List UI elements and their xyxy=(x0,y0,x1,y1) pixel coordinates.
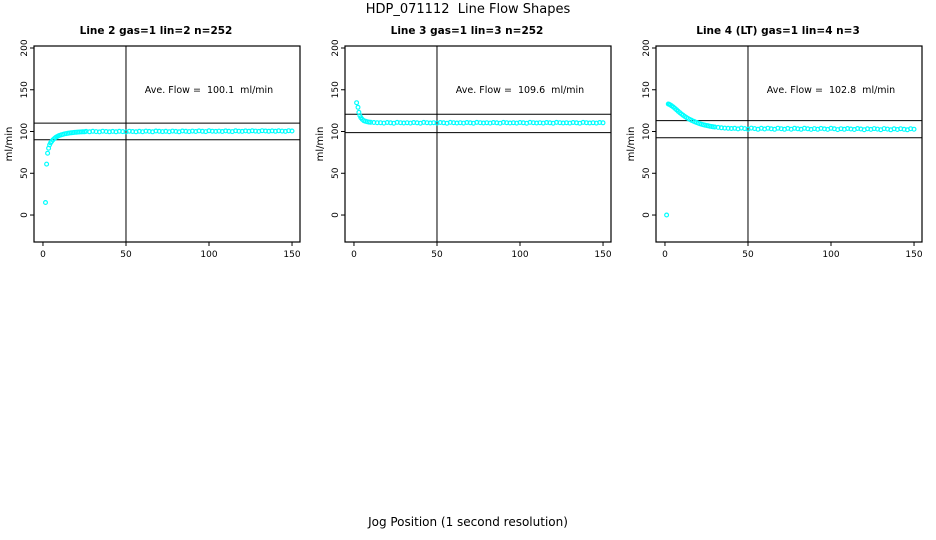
x-tick-label: 150 xyxy=(594,250,611,260)
panel-3-title: Line 4 (LT) gas=1 lin=4 n=3 xyxy=(696,25,860,37)
y-tick-label: 0 xyxy=(642,212,652,218)
y-tick-label: 200 xyxy=(331,39,341,56)
data-point xyxy=(354,100,360,106)
x-tick-label: 0 xyxy=(662,250,668,260)
y-axis-unit-label: ml/min xyxy=(4,127,15,162)
x-axis-label: Jog Position (1 second resolution) xyxy=(368,515,568,529)
panel-2-title: Line 3 gas=1 lin=3 n=252 xyxy=(390,25,544,37)
y-tick-label: 0 xyxy=(20,212,30,218)
y-tick-label: 150 xyxy=(331,81,341,98)
data-point xyxy=(355,104,361,110)
y-tick-label: 50 xyxy=(642,167,652,179)
panel-1-title: Line 2 gas=1 lin=2 n=252 xyxy=(79,25,233,37)
y-tick-label: 150 xyxy=(642,81,652,98)
x-tick-label: 0 xyxy=(351,250,357,260)
data-point xyxy=(42,200,48,206)
y-tick-label: 100 xyxy=(642,123,652,140)
panel-2-plot: 0 50 100 150 0 50 100 150 200 ml/min xyxy=(315,39,612,260)
data-point xyxy=(600,120,606,126)
y-tick-label: 100 xyxy=(331,123,341,140)
panel-1-ave-flow-annotation: Ave. Flow = 100.1 ml/min xyxy=(144,85,274,96)
panel-2-ave-flow-annotation: Ave. Flow = 109.6 ml/min xyxy=(455,85,585,96)
y-tick-label: 50 xyxy=(331,167,341,179)
y-tick-label: 50 xyxy=(20,167,30,179)
plot-box xyxy=(655,45,923,243)
data-point xyxy=(45,150,51,156)
y-axis-unit-label: ml/min xyxy=(315,127,326,162)
x-tick-label: 100 xyxy=(822,250,839,260)
x-tick-label: 50 xyxy=(431,250,443,260)
plot-box xyxy=(344,45,612,243)
x-tick-label: 100 xyxy=(511,250,528,260)
panel-1-plot: 0 50 100 150 0 50 100 150 200 ml/min xyxy=(4,39,301,260)
y-tick-label: 0 xyxy=(331,212,341,218)
figure-title: HDP_071112 Line Flow Shapes xyxy=(365,2,571,17)
x-tick-label: 50 xyxy=(742,250,754,260)
y-tick-label: 150 xyxy=(20,81,30,98)
data-point xyxy=(44,161,50,167)
y-tick-label: 200 xyxy=(20,39,30,56)
x-tick-label: 150 xyxy=(905,250,922,260)
x-tick-label: 50 xyxy=(120,250,132,260)
y-tick-label: 100 xyxy=(20,123,30,140)
x-tick-label: 150 xyxy=(283,250,300,260)
x-tick-label: 0 xyxy=(40,250,46,260)
panel-3-ave-flow-annotation: Ave. Flow = 102.8 ml/min xyxy=(766,85,896,96)
panel-3-plot: 0 50 100 150 0 50 100 150 200 ml/min xyxy=(626,39,923,260)
x-tick-label: 100 xyxy=(200,250,217,260)
data-point xyxy=(664,212,670,218)
y-tick-label: 200 xyxy=(642,39,652,56)
plot-box xyxy=(33,45,301,243)
data-point xyxy=(911,126,917,132)
y-axis-unit-label: ml/min xyxy=(626,127,637,162)
data-point xyxy=(289,128,295,134)
